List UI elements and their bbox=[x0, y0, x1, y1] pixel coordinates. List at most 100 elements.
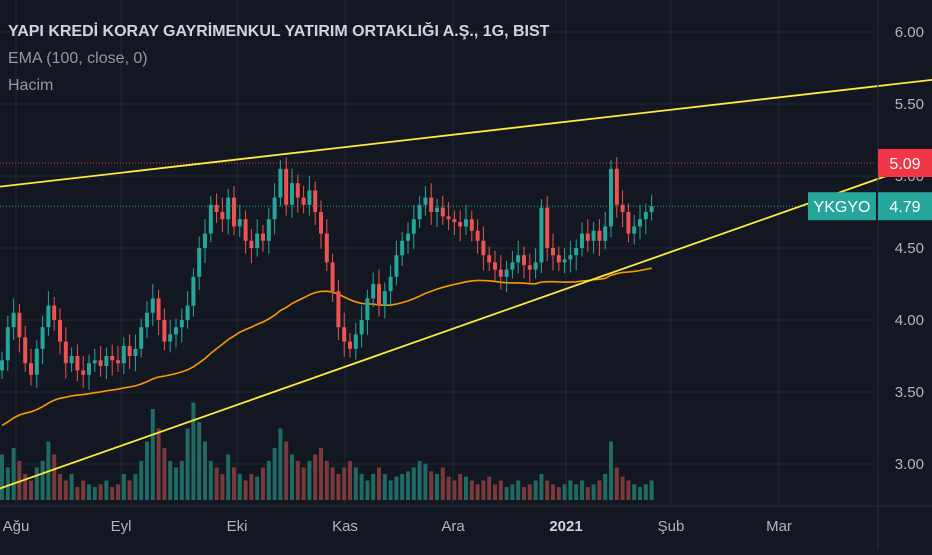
volume-bar bbox=[319, 448, 323, 500]
candle bbox=[185, 291, 190, 329]
candle bbox=[452, 210, 457, 236]
volume-bar bbox=[237, 474, 242, 500]
candle bbox=[139, 318, 144, 358]
candle bbox=[116, 345, 120, 372]
candle bbox=[620, 190, 625, 228]
candle bbox=[5, 315, 10, 372]
candle-body bbox=[69, 356, 74, 364]
candle bbox=[266, 207, 271, 254]
candle-body bbox=[562, 259, 567, 263]
candle bbox=[551, 233, 555, 271]
volume-bar bbox=[597, 480, 602, 500]
candle bbox=[643, 203, 648, 235]
volume-bar bbox=[388, 480, 393, 500]
volume-bar bbox=[609, 441, 613, 500]
candle bbox=[104, 347, 109, 380]
candle-body bbox=[127, 345, 132, 356]
volume-bar bbox=[446, 476, 451, 500]
candle bbox=[290, 168, 294, 218]
volume-bar bbox=[313, 454, 318, 500]
candle bbox=[597, 219, 602, 256]
candle-body bbox=[17, 312, 22, 338]
candle-body bbox=[620, 204, 625, 212]
candle-body bbox=[295, 183, 300, 198]
volume-bar bbox=[87, 484, 91, 500]
candle-body bbox=[261, 233, 265, 241]
candle-body bbox=[498, 269, 503, 277]
lower-trendline[interactable] bbox=[0, 154, 932, 500]
candle bbox=[278, 160, 283, 207]
candle-body bbox=[522, 255, 526, 266]
candle-body bbox=[348, 341, 352, 349]
candle-body bbox=[324, 233, 329, 263]
high-label-box bbox=[878, 149, 932, 178]
volume-bar bbox=[162, 448, 167, 500]
x-tick-label: Eyl bbox=[111, 518, 132, 535]
candle bbox=[69, 347, 74, 372]
volume-bar bbox=[197, 422, 202, 500]
candle bbox=[377, 269, 381, 317]
volume-bar bbox=[261, 467, 265, 500]
candle-body bbox=[423, 197, 428, 205]
candle bbox=[539, 199, 544, 274]
volume-bar bbox=[330, 467, 335, 500]
candle bbox=[75, 344, 80, 382]
candle bbox=[568, 240, 573, 273]
candle-body bbox=[313, 190, 318, 212]
volume-bar bbox=[498, 480, 503, 500]
volume-bar bbox=[417, 461, 422, 500]
last-price-value: 4.79 bbox=[889, 199, 920, 216]
candle bbox=[203, 219, 207, 264]
volume-bar bbox=[342, 467, 347, 500]
candle-body bbox=[458, 222, 463, 227]
candle bbox=[110, 344, 115, 376]
candle-body bbox=[278, 168, 283, 198]
candle-body bbox=[614, 168, 619, 205]
candle bbox=[40, 315, 45, 364]
candle-body bbox=[585, 233, 590, 241]
candle bbox=[232, 186, 236, 236]
candle bbox=[556, 246, 561, 272]
candle bbox=[162, 308, 167, 351]
candle-body bbox=[58, 320, 62, 342]
candle bbox=[493, 250, 497, 281]
candle-body bbox=[440, 207, 445, 217]
trendlines[interactable] bbox=[0, 78, 932, 500]
candle-body bbox=[533, 262, 538, 270]
candle-body bbox=[52, 305, 57, 320]
candle-body bbox=[0, 360, 4, 371]
candle-body bbox=[643, 212, 648, 220]
volume-bar bbox=[52, 454, 57, 500]
candle-body bbox=[365, 298, 370, 320]
candle bbox=[533, 248, 538, 279]
candle-body bbox=[40, 327, 45, 349]
volume-bar bbox=[440, 467, 445, 500]
candle bbox=[0, 351, 4, 380]
candle bbox=[394, 240, 399, 286]
candle bbox=[342, 312, 347, 357]
candle-body bbox=[266, 219, 271, 241]
upper-trendline[interactable] bbox=[0, 78, 932, 190]
candle-body bbox=[23, 337, 28, 364]
candle-body bbox=[574, 248, 579, 256]
symbol-label-text: YKGYO bbox=[814, 199, 871, 216]
candle bbox=[11, 298, 16, 341]
volume-bar bbox=[272, 448, 277, 500]
volume-bar bbox=[504, 487, 509, 500]
candle-body bbox=[81, 370, 86, 375]
volume-bar bbox=[481, 480, 486, 500]
volume-bar bbox=[632, 484, 637, 500]
volume-bars bbox=[0, 402, 654, 500]
candle bbox=[632, 214, 637, 245]
candle-body bbox=[649, 206, 654, 212]
candle bbox=[458, 210, 463, 242]
y-tick-label: 5.50 bbox=[895, 96, 924, 113]
high-label-value: 5.09 bbox=[889, 156, 920, 173]
candle-body bbox=[243, 219, 248, 241]
candle bbox=[417, 196, 422, 228]
candle-body bbox=[568, 255, 573, 260]
volume-bar bbox=[185, 428, 190, 500]
candle-body bbox=[197, 248, 202, 277]
